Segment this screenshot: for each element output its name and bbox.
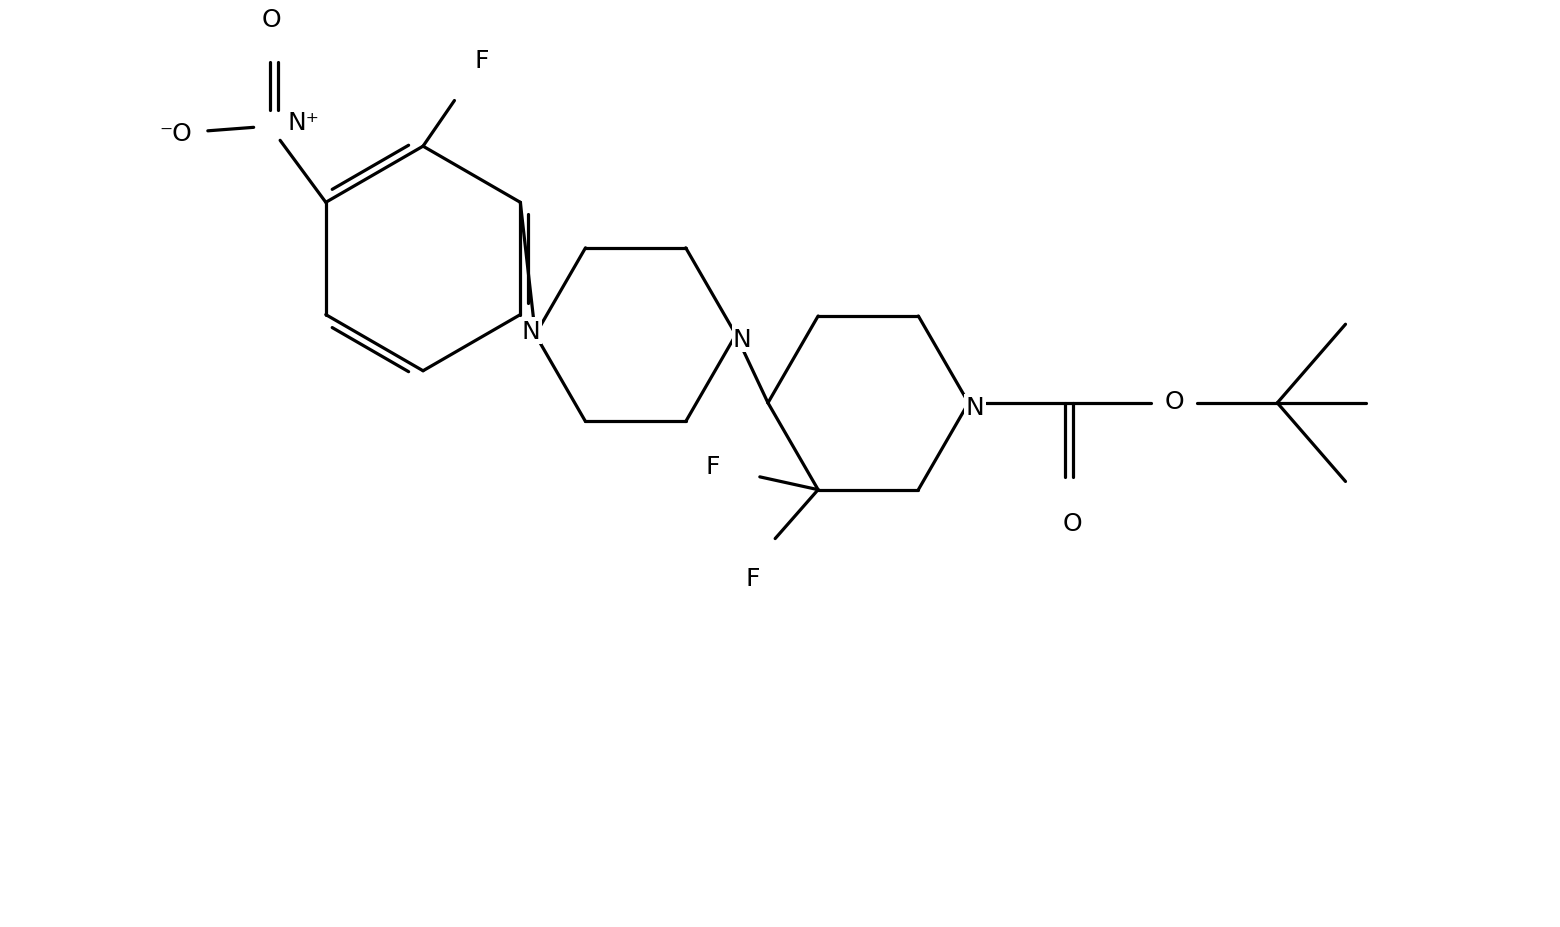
Text: O: O	[262, 8, 281, 32]
Text: O: O	[1062, 512, 1083, 536]
Text: O: O	[1165, 390, 1184, 413]
Text: N: N	[733, 327, 752, 351]
Text: F: F	[705, 454, 721, 478]
Text: N: N	[966, 396, 984, 419]
Text: F: F	[474, 48, 488, 72]
Text: ⁻O: ⁻O	[159, 121, 192, 146]
Text: N⁺: N⁺	[287, 111, 320, 135]
Text: F: F	[746, 566, 760, 590]
Text: N: N	[523, 319, 541, 343]
